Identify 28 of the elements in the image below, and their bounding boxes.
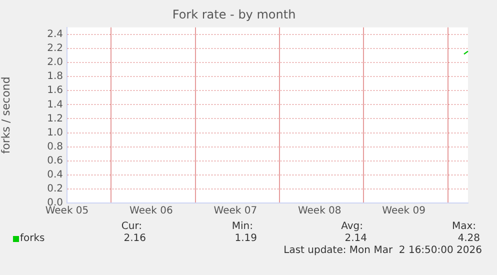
x-tick-label: Week 06 [130, 206, 173, 217]
text: Avg: [341, 221, 363, 233]
y-tick-label: 0.8 [47, 141, 63, 152]
y-tick-label: 0.4 [47, 170, 63, 180]
text: 2.14 [344, 233, 367, 245]
y-tick-label: 1.0 [47, 127, 63, 138]
y-tick-label: 0.2 [47, 184, 63, 195]
x-tick-label: Week 09 [382, 206, 426, 217]
y-tick-label: 1.6 [47, 85, 63, 96]
text: Last update: Mon Mar 2 16:50:00 2026 [284, 245, 482, 257]
x-tick-label: Week 07 [214, 206, 258, 217]
text: 4.28 [458, 233, 480, 245]
y-tick-label: 2.0 [47, 57, 63, 68]
chart-title: Fork rate - by month [172, 7, 296, 22]
legend-label: forks [20, 233, 45, 245]
y-tick-label: 0.6 [47, 155, 63, 166]
x-tick-label: Week 08 [298, 206, 342, 217]
y-tick-label: 1.2 [47, 113, 63, 124]
y-tick-label: 1.8 [47, 71, 63, 82]
y-tick-label: 2.4 [47, 29, 63, 40]
text: Cur: [121, 221, 142, 233]
text: Max: [452, 221, 476, 233]
y-axis-title: forks / second [0, 76, 12, 154]
text: Min: [232, 221, 253, 233]
text: 2.16 [124, 233, 146, 245]
y-tick-label: 2.2 [47, 43, 63, 54]
text: 1.19 [234, 233, 257, 245]
y-tick-label: 1.4 [47, 99, 63, 110]
